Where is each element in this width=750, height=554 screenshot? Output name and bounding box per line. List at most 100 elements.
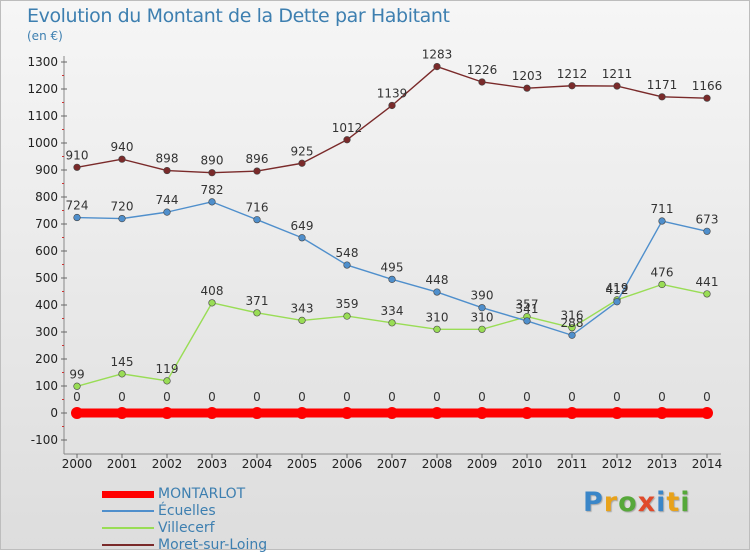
y-tick-label: 900 (35, 163, 58, 177)
data-point (341, 407, 353, 419)
data-point (656, 407, 668, 419)
y-tick-label: 0 (50, 406, 58, 420)
x-tick-label: 2003 (197, 457, 228, 471)
legend-swatch (102, 544, 154, 546)
axes: -100010020030040050060070080090010001100… (27, 55, 722, 471)
data-label: 1139 (377, 86, 408, 100)
data-point (163, 208, 171, 216)
data-point (433, 325, 441, 333)
y-tick-label: 200 (35, 352, 58, 366)
data-label: 359 (336, 297, 359, 311)
data-label: 649 (291, 219, 314, 233)
data-label: 0 (703, 390, 711, 404)
data-label: 1171 (647, 78, 678, 92)
data-label: 441 (696, 275, 719, 289)
data-label: 412 (606, 283, 629, 297)
data-point (658, 280, 666, 289)
data-point (208, 169, 216, 177)
data-label: 0 (208, 390, 216, 404)
x-tick-label: 2009 (467, 457, 498, 471)
data-label: 744 (156, 193, 179, 207)
x-tick-label: 2013 (647, 457, 678, 471)
legend-label: MONTARLOT (158, 486, 246, 502)
data-label: 357 (516, 298, 539, 312)
y-tick-label: 1200 (27, 82, 58, 96)
data-label: 0 (298, 390, 306, 404)
data-label: 145 (111, 355, 134, 369)
data-label: 0 (523, 390, 531, 404)
y-tick-label: 1300 (27, 55, 58, 69)
data-point (523, 84, 531, 92)
data-label: 0 (118, 390, 126, 404)
data-point (298, 159, 306, 167)
data-label: 0 (73, 390, 81, 404)
data-point (253, 216, 261, 224)
data-point (568, 82, 576, 90)
data-label: 99 (69, 367, 84, 381)
series-lines (71, 62, 713, 419)
data-label: 0 (433, 390, 441, 404)
x-tick-label: 2002 (152, 457, 183, 471)
data-point (703, 227, 711, 235)
data-label: 288 (561, 316, 584, 330)
data-label: 1203 (512, 69, 543, 83)
data-point (161, 407, 173, 419)
data-label: 1012 (332, 121, 363, 135)
data-point (388, 101, 396, 110)
data-label: 1212 (557, 67, 588, 81)
data-point (568, 324, 576, 332)
y-tick-label: 500 (35, 271, 58, 285)
x-tick-label: 2005 (287, 457, 318, 471)
data-point (703, 94, 711, 102)
data-point (118, 215, 126, 223)
data-label: 673 (696, 212, 719, 226)
data-point (118, 155, 126, 163)
data-label: 925 (291, 144, 314, 158)
data-point (298, 316, 306, 324)
x-tick-label: 2001 (107, 457, 138, 471)
data-label: 476 (651, 265, 674, 279)
data-point (388, 319, 396, 327)
data-point (611, 407, 623, 419)
data-label: 0 (163, 390, 171, 404)
data-label: 1166 (692, 79, 723, 93)
y-tick-label: 800 (35, 190, 58, 204)
x-tick-label: 2008 (422, 457, 453, 471)
data-point (478, 325, 486, 333)
data-label: 890 (201, 154, 224, 168)
data-point (478, 78, 486, 86)
chart-title: Evolution du Montant de la Dette par Hab… (27, 5, 450, 27)
data-labels: 0 0 0 0 0 0 0 0 0 0 0 0 0 0 0 724 720 744 782 716 649 548 495 4… (66, 48, 723, 404)
data-label: 720 (111, 200, 134, 214)
data-point (431, 407, 443, 419)
data-point (253, 167, 261, 175)
x-tick-label: 2010 (512, 457, 543, 471)
data-label: 371 (246, 294, 269, 308)
data-point (73, 382, 81, 390)
unit-label: (en €) (27, 29, 63, 43)
data-point (296, 407, 308, 419)
data-point (568, 331, 576, 339)
data-point (163, 377, 171, 385)
data-label: 310 (426, 310, 449, 324)
y-tick-label: 600 (35, 244, 58, 258)
x-tick-label: 2012 (602, 457, 633, 471)
x-tick-label: 2004 (242, 457, 273, 471)
data-point (613, 82, 621, 90)
legend-swatch (102, 527, 154, 529)
legend-label: Villecerf (158, 520, 215, 536)
data-point (701, 407, 713, 419)
x-tick-label: 2011 (557, 457, 588, 471)
data-point (433, 288, 441, 296)
data-point (523, 317, 531, 325)
data-label: 419 (606, 281, 629, 295)
data-label: 1283 (422, 48, 453, 62)
data-point (343, 261, 351, 269)
y-tick-label: -100 (31, 433, 58, 447)
data-point (208, 198, 216, 206)
data-point (73, 213, 81, 222)
data-label: 0 (658, 390, 666, 404)
y-tick-label: 1000 (27, 136, 58, 150)
data-label: 0 (613, 390, 621, 404)
